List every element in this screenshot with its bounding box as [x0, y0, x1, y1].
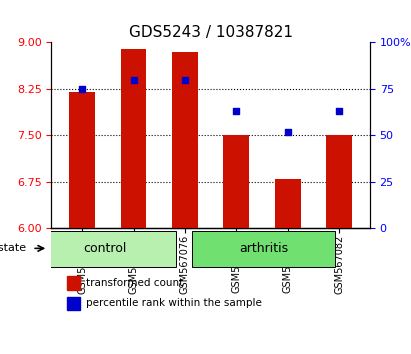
- Point: [336, 108, 342, 114]
- Point: [233, 108, 240, 114]
- Point: [130, 77, 137, 82]
- Bar: [224, 135, 249, 228]
- Bar: [275, 178, 300, 228]
- Bar: [121, 48, 146, 228]
- Text: control: control: [83, 242, 126, 255]
- Text: percentile rank within the sample: percentile rank within the sample: [86, 298, 262, 308]
- Text: disease state: disease state: [0, 243, 26, 253]
- Bar: [67, 297, 80, 310]
- Bar: [326, 135, 352, 228]
- Point: [79, 86, 85, 92]
- FancyBboxPatch shape: [33, 231, 176, 267]
- Point: [182, 77, 188, 82]
- Text: transformed count: transformed count: [86, 278, 184, 287]
- Bar: [69, 92, 95, 228]
- Text: arthritis: arthritis: [239, 242, 288, 255]
- Bar: [172, 52, 198, 228]
- FancyBboxPatch shape: [192, 231, 335, 267]
- Bar: [67, 276, 80, 290]
- Title: GDS5243 / 10387821: GDS5243 / 10387821: [129, 25, 293, 40]
- Point: [284, 129, 291, 135]
